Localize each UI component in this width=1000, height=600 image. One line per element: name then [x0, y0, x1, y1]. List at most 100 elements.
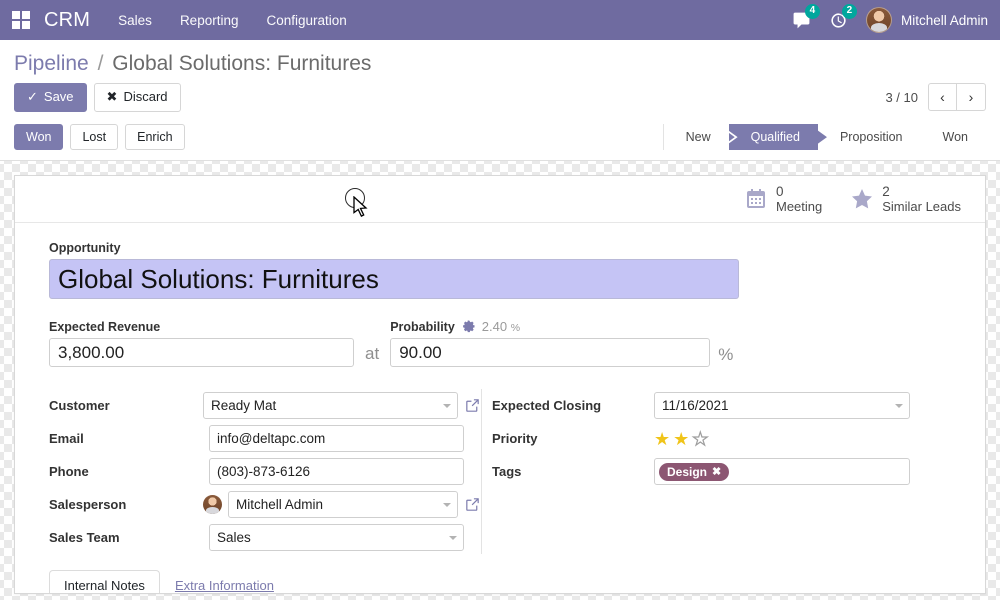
chat-bubble-icon: [793, 12, 810, 28]
chevron-right-icon: ›: [968, 89, 974, 106]
check-icon: ✓: [27, 89, 38, 104]
probability-auto-value: 2.40 %: [481, 319, 521, 335]
stat-meeting-value: 0: [775, 184, 784, 200]
chevron-down-icon[interactable]: [449, 535, 457, 540]
mark-lost-button[interactable]: Lost: [70, 123, 119, 151]
tab-internal-notes[interactable]: Internal Notes: [49, 570, 160, 594]
email-control: info@deltapc.com: [209, 425, 464, 453]
probability-label: Probability: [390, 319, 455, 334]
field-row-tags: Tags Design ✖: [492, 455, 913, 488]
phone-label: Phone: [49, 464, 89, 480]
stat-meeting-label: Meeting: [775, 198, 823, 214]
star-icon: [852, 189, 873, 209]
expected-revenue-input[interactable]: [49, 338, 354, 368]
field-row-sales-team: Sales Team Sales: [49, 521, 481, 554]
sales-team-label: Sales Team: [49, 530, 120, 546]
save-button[interactable]: ✓ Save: [14, 83, 87, 112]
salesperson-input[interactable]: Mitchell Admin: [228, 491, 458, 519]
tags-input[interactable]: Design ✖: [654, 458, 910, 486]
pager-counter: 3 / 10: [885, 89, 918, 105]
customer-input[interactable]: Ready Mat: [203, 392, 458, 420]
app-brand-crm[interactable]: CRM: [44, 8, 91, 31]
breadcrumb: Pipeline / Global Solutions: Furnitures: [14, 40, 986, 80]
field-row-priority: Priority ★ ★ ★: [492, 422, 913, 455]
priority-star-2[interactable]: ★: [673, 428, 690, 449]
user-avatar: [865, 7, 892, 33]
sales-team-input[interactable]: Sales: [209, 524, 464, 552]
stat-button-similar-leads[interactable]: 2 Similar Leads: [836, 184, 975, 214]
top-navbar: CRM Sales Reporting Configuration 4 2 Mi…: [0, 0, 1000, 40]
pager-previous-button[interactable]: ‹: [928, 83, 957, 112]
stage-proposition[interactable]: Proposition: [817, 124, 921, 151]
nav-menu-configuration[interactable]: Configuration: [266, 12, 347, 28]
expected-revenue-field: Expected Revenue: [49, 320, 354, 368]
email-label: Email: [49, 431, 84, 447]
external-link-icon[interactable]: [464, 496, 481, 513]
stat-similar-leads-value: 2: [882, 184, 890, 200]
sales-team-control: Sales: [209, 524, 464, 552]
customer-label: Customer: [49, 398, 110, 414]
phone-input[interactable]: (803)-873-6126: [209, 458, 464, 486]
stage-won[interactable]: Won: [920, 124, 986, 151]
expected-closing-input[interactable]: 11/16/2021: [654, 392, 910, 420]
tab-extra-information[interactable]: Extra Information: [159, 570, 289, 594]
messages-button[interactable]: 4: [792, 3, 820, 30]
customer-control: Ready Mat: [203, 392, 481, 420]
clock-icon: [831, 12, 846, 28]
stage-new[interactable]: New: [663, 124, 729, 151]
form-sheet: 0 Meeting 2 Similar Leads Opportunity Ex…: [14, 175, 986, 595]
probability-input[interactable]: [390, 338, 711, 368]
priority-star-3[interactable]: ★: [692, 428, 709, 449]
breadcrumb-pipeline[interactable]: Pipeline: [14, 52, 89, 75]
stat-meeting-text: 0 Meeting: [776, 184, 822, 214]
enrich-button[interactable]: Enrich: [125, 123, 185, 151]
revenue-probability-row: Expected Revenue at Probability 2.40 % %: [49, 319, 951, 368]
activities-button[interactable]: 2: [829, 3, 857, 30]
customer-value: Ready Mat: [211, 398, 277, 414]
messages-badge: 4: [804, 3, 820, 19]
tag-design-label: Design: [667, 464, 708, 479]
phone-value: (803)-873-6126: [217, 464, 311, 480]
chevron-down-icon[interactable]: [895, 403, 903, 408]
expected-revenue-label: Expected Revenue: [49, 320, 161, 335]
tags-label: Tags: [492, 464, 522, 480]
pager-next-button[interactable]: ›: [957, 83, 986, 112]
external-link-icon[interactable]: [464, 397, 481, 414]
probability-field: Probability 2.40 %: [390, 319, 711, 368]
salesperson-control: Mitchell Admin: [203, 491, 481, 519]
pipeline-statusbar: New Qualified Proposition Won: [662, 124, 986, 151]
gear-icon[interactable]: [462, 320, 475, 333]
stat-button-meeting[interactable]: 0 Meeting: [730, 184, 836, 214]
chevron-down-icon[interactable]: [443, 502, 451, 507]
pager-buttons: ‹ ›: [928, 83, 986, 112]
chevron-down-icon[interactable]: [443, 403, 451, 408]
email-input[interactable]: info@deltapc.com: [209, 425, 464, 453]
tag-design[interactable]: Design ✖: [659, 462, 730, 481]
user-name-label: Mitchell Admin: [900, 12, 988, 28]
chevron-left-icon: ‹: [940, 89, 945, 106]
tag-remove-icon[interactable]: ✖: [712, 466, 722, 479]
priority-stars[interactable]: ★ ★ ★: [654, 428, 709, 449]
field-row-expected-closing: Expected Closing 11/16/2021: [492, 389, 913, 422]
record-pager: 3 / 10 ‹ ›: [885, 83, 986, 112]
sheet-container: 0 Meeting 2 Similar Leads Opportunity Ex…: [0, 161, 1000, 595]
user-menu[interactable]: Mitchell Admin: [865, 7, 988, 33]
apps-grid-icon[interactable]: [12, 11, 30, 29]
expected-closing-control: 11/16/2021: [654, 392, 910, 420]
priority-star-1[interactable]: ★: [654, 428, 671, 449]
nav-menu-sales[interactable]: Sales: [118, 12, 152, 28]
sales-team-value: Sales: [217, 530, 251, 546]
discard-button[interactable]: ✖ Discard: [93, 83, 181, 112]
stat-similar-leads-label: Similar Leads: [882, 198, 961, 214]
mark-won-button[interactable]: Won: [14, 123, 64, 151]
status-row: Won Lost Enrich New Qualified Propositio…: [0, 123, 1000, 162]
nav-menu-reporting[interactable]: Reporting: [179, 12, 239, 28]
form-left-column: Customer Ready Mat Email: [49, 389, 481, 554]
discard-label: Discard: [123, 89, 168, 104]
opportunity-input[interactable]: [49, 259, 739, 300]
form-body: Opportunity Expected Revenue at Probabil…: [15, 223, 985, 555]
stat-similar-leads-text: 2 Similar Leads: [882, 184, 961, 214]
field-row-salesperson: Salesperson Mitchell Admin: [49, 488, 481, 521]
stage-qualified[interactable]: Qualified: [728, 124, 818, 151]
priority-label: Priority: [492, 431, 538, 447]
